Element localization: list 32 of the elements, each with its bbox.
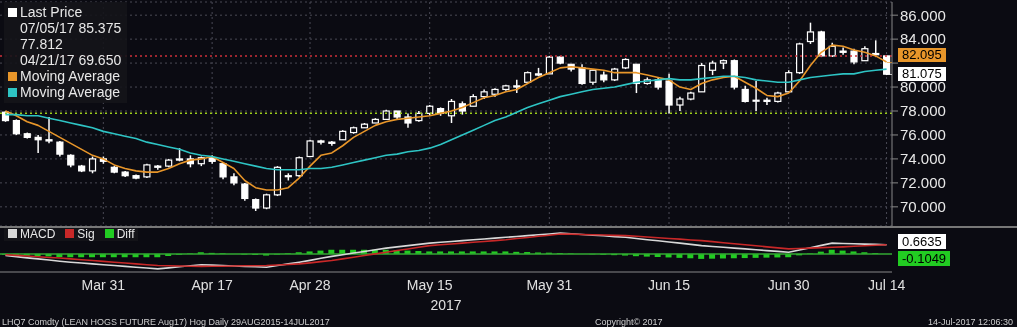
y-tick-label: 84.000 <box>900 30 946 48</box>
legend-label: Diff <box>115 227 135 241</box>
annotation: 81.075 <box>898 66 946 82</box>
y-tick-label: 76.000 <box>900 126 946 144</box>
legend-label: MACD <box>19 227 56 241</box>
text: 0.6635 <box>898 234 946 249</box>
legend-label: Moving Average <box>19 68 122 84</box>
x-tick-label: May 15 <box>406 276 453 293</box>
text: Copyright© 2017 <box>594 317 663 327</box>
x-tick-label: Apr 28 <box>289 276 331 293</box>
text: 14-Jul-2017 12:06:30 <box>927 317 1013 327</box>
x-tick-label: Mar 31 <box>81 276 126 293</box>
y-tick-label: 74.000 <box>900 150 946 168</box>
text: LHQ7 Comdty (LEAN HOGS FUTURE Aug17) Hog Daily 29AUG2015-14JUL2017 <box>2 317 330 327</box>
y-tick-label: 72.000 <box>900 174 946 192</box>
x-tick-label: Apr 17 <box>191 276 233 293</box>
legend-label: Last Price <box>19 4 84 20</box>
x-tick-label: Jun 15 <box>647 276 691 293</box>
x-axis-title: 2017 <box>430 297 462 313</box>
annotation: 77.812 <box>19 36 64 52</box>
annotation: 82.095 <box>898 46 946 62</box>
x-tick-label: Jun 30 <box>767 276 810 293</box>
x-tick-label: May 31 <box>526 276 573 293</box>
text: -0.1049 <box>898 251 951 266</box>
legend-label: Moving Average <box>19 84 122 100</box>
annotation: 07/05/17 85.375 <box>19 20 122 36</box>
y-tick-label: 86.000 <box>900 6 946 24</box>
legend-label: Sig <box>76 227 95 241</box>
y-tick-label: 78.000 <box>900 102 946 120</box>
y-tick-label: 70.000 <box>900 198 946 216</box>
annotation: 04/21/17 69.650 <box>19 52 122 68</box>
x-tick-label: Jul 14 <box>867 276 906 293</box>
